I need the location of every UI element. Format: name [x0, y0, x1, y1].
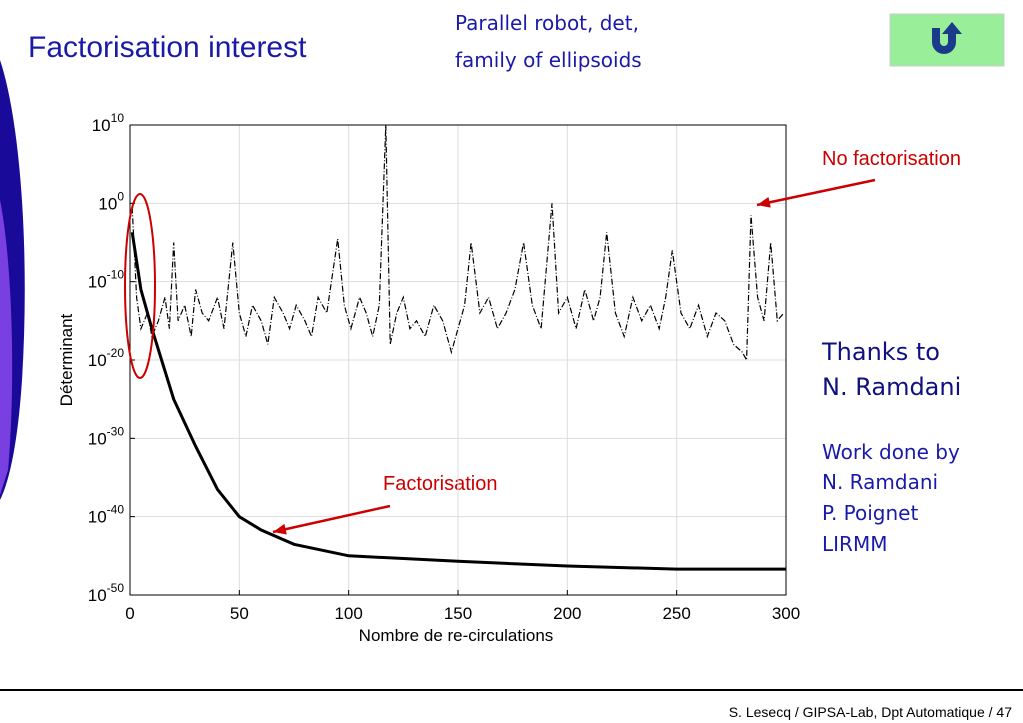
y-tick-label: 10-20 — [88, 346, 125, 370]
annotation: No factorisation — [822, 148, 961, 170]
x-tick-label: 250 — [662, 604, 690, 623]
subtitle: Parallel robot, det, — [455, 11, 639, 35]
decoration — [0, 200, 13, 495]
y-axis-label: Déterminant — [57, 313, 76, 406]
highlight-ellipse — [124, 193, 156, 379]
arrow — [756, 178, 876, 207]
annotation: Factorisation — [383, 473, 498, 495]
y-tick-label: 10-10 — [88, 268, 125, 292]
x-tick-label: 150 — [444, 604, 472, 623]
plot-frame — [129, 124, 787, 596]
x-axis-label: Nombre de re-circulations — [359, 626, 554, 645]
y-tick-label: 10-40 — [88, 503, 125, 527]
arrow — [272, 504, 391, 534]
x-tick-label: 300 — [772, 604, 800, 623]
credit: P. Poignet — [822, 501, 918, 525]
arrow-head — [757, 196, 771, 208]
title: Factorisation interest — [28, 31, 307, 64]
series-line — [131, 124, 785, 363]
back-button[interactable] — [889, 13, 1005, 67]
credit: LIRMM — [822, 532, 887, 556]
series-line — [130, 232, 786, 571]
y-tick-label: 1010 — [92, 111, 125, 135]
thanks: Thanks to — [821, 338, 940, 366]
y-tick-label: 10-30 — [88, 424, 125, 448]
y-tick-label: 10-50 — [88, 581, 125, 605]
credit: N. Ramdani — [822, 470, 938, 494]
x-tick-label: 200 — [553, 604, 581, 623]
footer: S. Lesecq / GIPSA-Lab, Dpt Automatique /… — [729, 704, 1012, 720]
arrow-head — [273, 523, 287, 535]
thanks: N. Ramdani — [822, 373, 961, 401]
x-tick-label: 50 — [230, 604, 249, 623]
y-tick-label: 100 — [98, 189, 124, 213]
x-tick-label: 0 — [125, 604, 134, 623]
credit: Work done by — [822, 440, 960, 464]
x-tick-label: 100 — [334, 604, 362, 623]
subtitle: family of ellipsoids — [455, 48, 642, 72]
back-icon — [932, 22, 962, 54]
